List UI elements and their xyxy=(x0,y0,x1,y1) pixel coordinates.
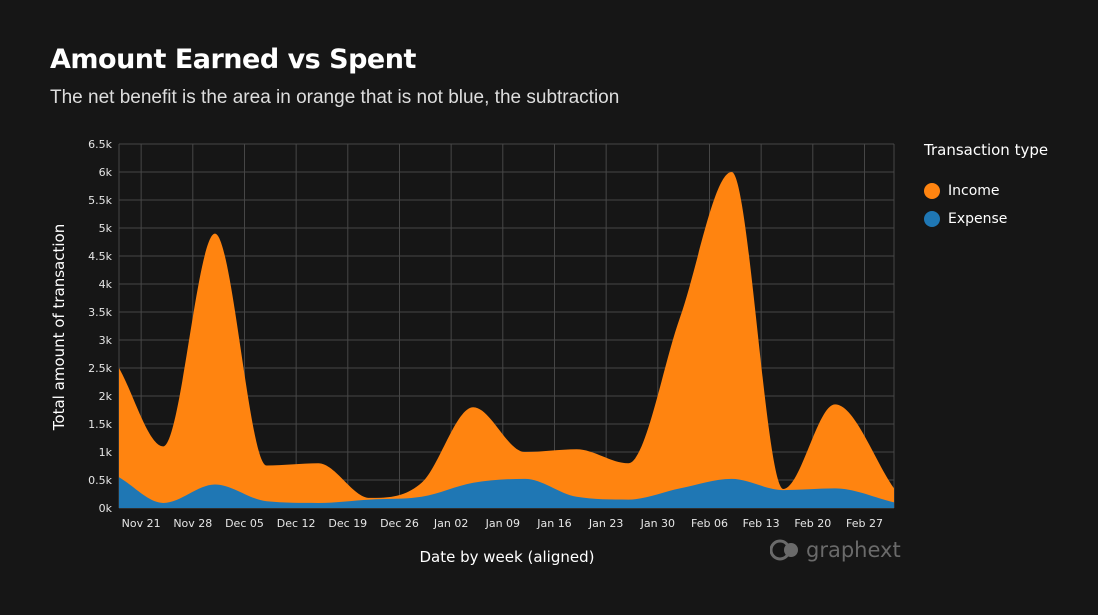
x-tick-label: Jan 30 xyxy=(640,517,675,530)
y-tick-label: 1k xyxy=(99,446,113,459)
x-tick-label: Jan 23 xyxy=(588,517,623,530)
chart-subtitle: The net benefit is the area in orange th… xyxy=(50,87,620,108)
x-tick-label: Dec 19 xyxy=(328,517,367,530)
x-tick-label: Jan 09 xyxy=(485,517,520,530)
brand-text: graphext xyxy=(806,538,901,562)
y-tick-label: 3k xyxy=(99,334,113,347)
y-tick-label: 5.5k xyxy=(88,194,112,207)
y-axis-title: Total amount of transaction xyxy=(50,224,68,431)
x-tick-label: Feb 06 xyxy=(691,517,728,530)
graphext-brand: graphext xyxy=(770,538,901,562)
legend-label-income: Income xyxy=(948,183,1000,199)
legend-swatch-expense xyxy=(924,211,940,227)
y-tick-label: 2.5k xyxy=(88,362,112,375)
y-tick-label: 6k xyxy=(99,166,113,179)
y-axis: 0k 0.5k 1k 1.5k 2k 2.5k 3k 3.5k 4k 4.5k 5k 5.5k 6k 6.… xyxy=(88,138,112,515)
x-tick-label: Dec 26 xyxy=(380,517,419,530)
y-tick-label: 6.5k xyxy=(88,138,112,151)
y-tick-label: 3.5k xyxy=(88,306,112,319)
y-tick-label: 0.5k xyxy=(88,474,112,487)
x-tick-label: Nov 21 xyxy=(122,517,161,530)
y-tick-label: 5k xyxy=(99,222,113,235)
legend: Transaction type Income Expense xyxy=(924,141,1048,233)
y-tick-label: 2k xyxy=(99,390,113,403)
legend-title: Transaction type xyxy=(924,141,1049,159)
y-tick-label: 4k xyxy=(99,278,113,291)
y-tick-label: 4.5k xyxy=(88,250,112,263)
area-series xyxy=(119,172,894,508)
chart-title: Amount Earned vs Spent xyxy=(50,44,416,75)
area-income[interactable] xyxy=(119,172,894,508)
area-expense[interactable] xyxy=(119,477,894,508)
y-tick-label: 1.5k xyxy=(88,418,112,431)
y-tick-label: 0k xyxy=(99,502,113,515)
legend-swatch-income xyxy=(924,183,940,199)
legend-item-income[interactable]: Income xyxy=(924,177,1048,205)
x-tick-label: Dec 05 xyxy=(225,517,264,530)
x-tick-label: Feb 27 xyxy=(846,517,883,530)
x-tick-label: Feb 20 xyxy=(794,517,831,530)
graphext-logo-icon xyxy=(770,539,798,561)
x-tick-label: Dec 12 xyxy=(277,517,316,530)
x-tick-label: Jan 02 xyxy=(433,517,468,530)
x-tick-label: Nov 28 xyxy=(173,517,212,530)
x-tick-label: Feb 13 xyxy=(743,517,780,530)
legend-item-expense[interactable]: Expense xyxy=(924,205,1048,233)
x-axis-title: Date by week (aligned) xyxy=(420,548,595,566)
legend-label-expense: Expense xyxy=(948,211,1008,227)
x-axis: Nov 21 Nov 28 Dec 05 Dec 12 Dec 19 Dec 26 Jan … xyxy=(122,517,883,530)
x-tick-label: Jan 16 xyxy=(536,517,571,530)
